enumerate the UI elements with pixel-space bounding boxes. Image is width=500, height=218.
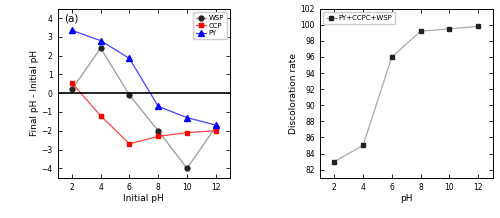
CCP bbox=[155, 135, 161, 138]
PY bbox=[155, 105, 161, 108]
PY bbox=[126, 57, 132, 60]
Y-axis label: Discoloration rate: Discoloration rate bbox=[288, 53, 298, 134]
CCP bbox=[212, 129, 218, 132]
Line: WSP: WSP bbox=[70, 46, 218, 171]
CCP bbox=[126, 143, 132, 145]
Line: CCP: CCP bbox=[70, 80, 218, 146]
Legend: WSP, CCP, PY: WSP, CCP, PY bbox=[193, 12, 226, 39]
PY+CCPC+WSP bbox=[360, 144, 366, 147]
PY+CCPC+WSP bbox=[475, 25, 481, 28]
PY bbox=[69, 29, 75, 32]
Text: (a): (a) bbox=[64, 14, 79, 24]
X-axis label: pH: pH bbox=[400, 194, 412, 203]
WSP bbox=[212, 126, 218, 128]
WSP bbox=[155, 129, 161, 132]
PY bbox=[212, 124, 218, 126]
WSP bbox=[98, 47, 103, 49]
WSP bbox=[126, 94, 132, 96]
WSP bbox=[69, 88, 75, 91]
Line: PY+CCPC+WSP: PY+CCPC+WSP bbox=[332, 24, 480, 164]
PY+CCPC+WSP bbox=[418, 30, 424, 32]
WSP bbox=[184, 167, 190, 170]
CCP bbox=[69, 82, 75, 84]
CCP bbox=[98, 114, 103, 117]
PY bbox=[98, 39, 103, 42]
Line: PY: PY bbox=[69, 27, 218, 128]
CCP bbox=[184, 131, 190, 134]
Text: (b): (b) bbox=[327, 14, 342, 24]
PY bbox=[184, 116, 190, 119]
Y-axis label: Final pH - Initial pH: Final pH - Initial pH bbox=[30, 50, 38, 136]
PY+CCPC+WSP bbox=[446, 27, 452, 30]
PY+CCPC+WSP bbox=[389, 56, 395, 58]
X-axis label: Initial pH: Initial pH bbox=[124, 194, 164, 203]
PY+CCPC+WSP bbox=[332, 160, 338, 163]
Legend: PY+CCPC+WSP: PY+CCPC+WSP bbox=[324, 12, 395, 24]
